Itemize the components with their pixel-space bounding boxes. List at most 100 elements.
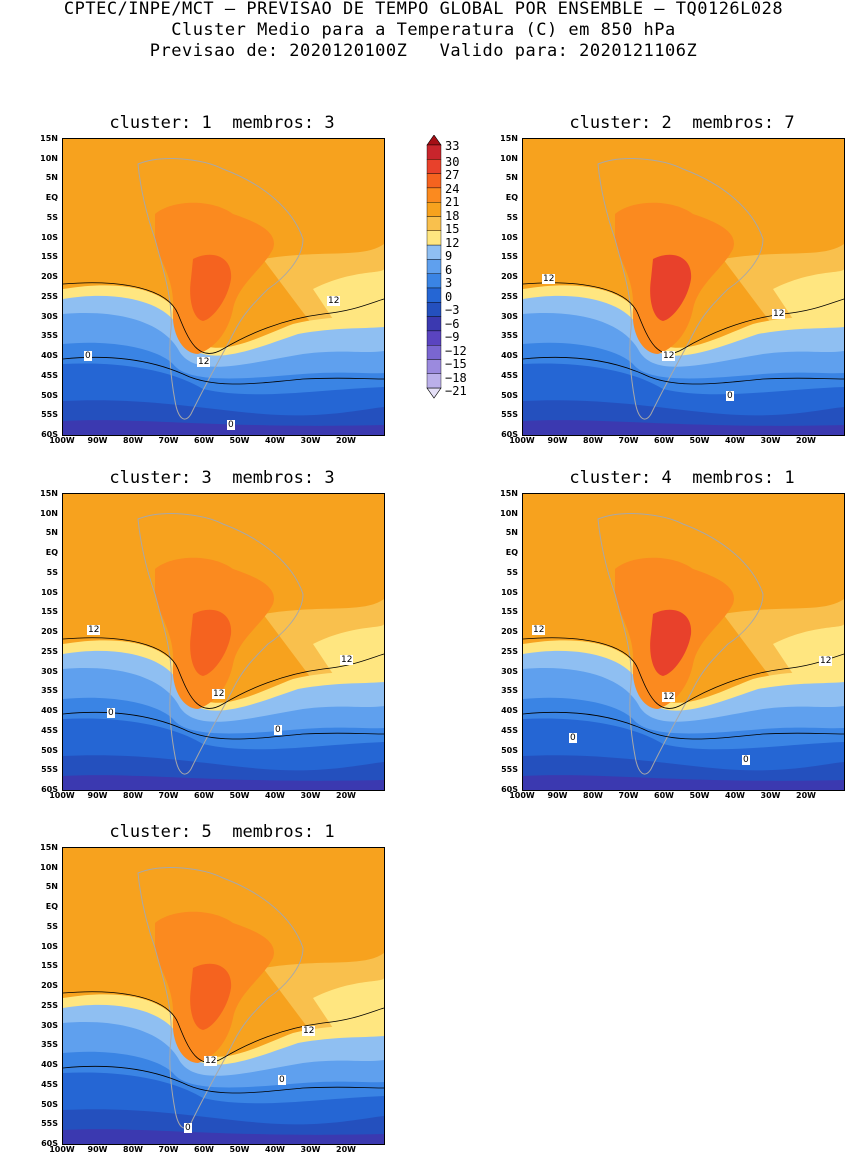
contour-label: 12	[532, 625, 546, 635]
contour-label: 12	[87, 625, 101, 635]
map-panel-3	[62, 493, 385, 791]
lon-tick-label: 40W	[265, 791, 285, 800]
header-line-1: CPTEC/INPE/MCT – PREVISAO DE TEMPO GLOBA…	[63, 0, 784, 19]
colorbar-arrow-top	[426, 135, 442, 146]
lat-tick-label: 10N	[40, 862, 58, 872]
lat-tick-label: 40S	[41, 706, 58, 716]
colorbar-swatch	[426, 230, 442, 246]
colorbar-swatch	[426, 244, 442, 260]
colorbar-label: −21	[445, 384, 467, 399]
lat-tick-label: 60S	[501, 785, 518, 794]
colorbar-label: 21	[445, 195, 460, 210]
lat-tick-label: 50S	[41, 745, 58, 755]
lat-tick-label: 50S	[501, 390, 518, 400]
lon-tick-label: 30W	[300, 436, 321, 445]
map-panel-1	[62, 138, 385, 436]
lat-tick-label: 5S	[506, 212, 518, 222]
colorbar-swatch	[426, 216, 442, 232]
lat-tick-label: 15N	[500, 134, 518, 143]
contour-label: 12	[772, 309, 786, 319]
lat-tick-label: 40S	[501, 706, 518, 716]
colorbar-label: 33	[445, 139, 460, 153]
contour-label: 12	[212, 689, 226, 699]
colorbar-swatch	[426, 173, 442, 189]
lon-tick-label: 50W	[229, 791, 250, 800]
lat-tick-label: 15S	[41, 252, 58, 262]
lon-tick-label: 90W	[87, 1145, 108, 1154]
lat-tick-label: 25S	[41, 1000, 58, 1010]
colorbar-swatch	[426, 373, 442, 389]
colorbar-label: −9	[445, 330, 460, 345]
lat-tick-label: 10S	[501, 587, 518, 597]
contour-label: 12	[542, 274, 556, 284]
contour-label: 12	[327, 296, 341, 306]
lat-tick-label: 40S	[41, 351, 58, 361]
lat-tick-label: 60S	[41, 785, 58, 794]
lat-tick-label: 40S	[501, 351, 518, 361]
lat-tick-label: 40S	[41, 1060, 58, 1070]
lat-tick-label: 5S	[46, 212, 58, 222]
contour-label: 0	[278, 1075, 286, 1085]
header-line-3: Previsao de: 2020120100Z Valido para: 20…	[149, 41, 698, 61]
lat-tick-label: 5N	[505, 173, 518, 183]
lat-tick-label: 5N	[45, 882, 58, 892]
lat-tick-label: 30S	[41, 666, 58, 676]
lat-tick-label: 10S	[41, 941, 58, 951]
lon-tick-label: 100W	[509, 791, 535, 800]
lon-tick-label: 40W	[725, 791, 745, 800]
lat-tick-label: 5N	[45, 528, 58, 538]
colorbar-swatch	[426, 259, 442, 274]
contour-label: 0	[742, 755, 750, 765]
lat-tick-label: 30S	[41, 1020, 58, 1030]
lon-tick-label: 60W	[654, 791, 674, 800]
lat-tick-label: 5S	[46, 567, 58, 577]
lat-tick-label: 35S	[41, 1040, 58, 1050]
contour-label: 12	[662, 692, 676, 702]
contour-label: 0	[726, 391, 734, 401]
lon-tick-label: 30W	[760, 791, 781, 800]
lat-tick-label: 10S	[41, 232, 58, 242]
header-line-2: Cluster Medio para a Temperatura (C) em …	[171, 20, 676, 40]
lat-tick-label: 45S	[41, 1079, 58, 1089]
lat-tick-label: 10N	[40, 508, 58, 518]
lat-tick-label: 60S	[501, 430, 518, 439]
colorbar-label: 0	[445, 289, 453, 304]
lat-tick-label: 10S	[501, 232, 518, 242]
panel-title-3: cluster: 3 membros: 3	[109, 468, 335, 488]
lon-tick-label: 20W	[336, 1145, 356, 1154]
lat-tick-label: 15N	[40, 134, 58, 143]
lat-tick-label: 15S	[501, 607, 518, 617]
contour-label: 12	[204, 1056, 218, 1066]
lon-tick-label: 90W	[547, 436, 568, 445]
lat-tick-label: 55S	[501, 765, 518, 775]
lat-tick-label: EQ	[45, 193, 58, 203]
contour-label: 0	[274, 725, 282, 735]
lat-tick-label: 15S	[41, 607, 58, 617]
lon-tick-label: 30W	[300, 1145, 321, 1154]
colorbar-swatch	[426, 144, 442, 160]
lat-tick-label: EQ	[45, 548, 58, 558]
colorbar-swatches	[426, 135, 442, 399]
lat-tick-label: EQ	[505, 193, 518, 203]
lon-tick-label: 50W	[689, 436, 710, 445]
lon-tick-label: 100W	[49, 791, 75, 800]
lat-tick-label: 5S	[506, 567, 518, 577]
lat-tick-label: 10N	[500, 508, 518, 518]
lat-tick-label: 45S	[41, 370, 58, 380]
colorbar-label: −3	[445, 303, 460, 318]
contour-label: 12	[340, 655, 354, 665]
lat-tick-label: 50S	[41, 390, 58, 400]
colorbar-swatch	[426, 344, 442, 360]
colorbar-label: −15	[445, 357, 467, 372]
map-panel-2	[522, 138, 845, 436]
lon-tick-label: 70W	[158, 1145, 179, 1154]
colorbar-label: 30	[445, 154, 460, 169]
lon-tick-label: 80W	[583, 791, 603, 800]
lon-tick-label: 100W	[49, 436, 75, 445]
lat-tick-label: 60S	[41, 430, 58, 439]
contour-label: 12	[302, 1026, 316, 1036]
lat-tick-label: 15N	[500, 489, 518, 498]
lon-tick-label: 60W	[194, 791, 214, 800]
lat-tick-label: 35S	[501, 331, 518, 341]
lat-tick-label: 45S	[501, 370, 518, 380]
